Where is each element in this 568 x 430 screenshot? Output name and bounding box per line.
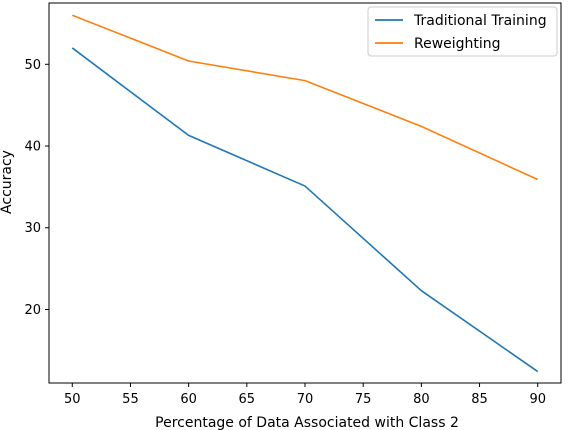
x-tick-label: 65	[239, 392, 256, 407]
legend-label-2: Reweighting	[414, 36, 501, 52]
plot-frame	[48, 2, 562, 384]
y-tick-label: 50	[24, 58, 41, 73]
series-line-1	[71, 47, 539, 373]
x-tick-label: 90	[529, 392, 546, 407]
x-axis-label: Percentage of Data Associated with Class…	[155, 415, 459, 430]
x-tick-label: 75	[355, 392, 372, 407]
y-tick-label: 30	[24, 221, 41, 236]
legend-frame	[367, 6, 558, 57]
x-tick-label: 80	[413, 392, 430, 407]
x-tick-label: 85	[471, 392, 488, 407]
plot-area	[48, 2, 562, 384]
legend-label-1: Traditional Training	[413, 13, 547, 29]
x-tick-label: 55	[122, 392, 139, 407]
x-tick-label: 50	[64, 392, 81, 407]
x-axis: 50 55 60 65 70 75 80 85 90	[64, 383, 546, 407]
x-tick-label: 60	[180, 392, 197, 407]
y-tick-label: 20	[24, 303, 41, 318]
y-axis-label: Accuracy	[0, 150, 15, 214]
series-layer	[71, 14, 539, 373]
legend: Traditional Training Reweighting	[367, 6, 558, 57]
x-tick-label: 70	[297, 392, 314, 407]
y-tick-label: 40	[24, 140, 41, 155]
series-line-2	[71, 14, 539, 181]
y-axis: 20 30 40 50	[24, 58, 49, 318]
